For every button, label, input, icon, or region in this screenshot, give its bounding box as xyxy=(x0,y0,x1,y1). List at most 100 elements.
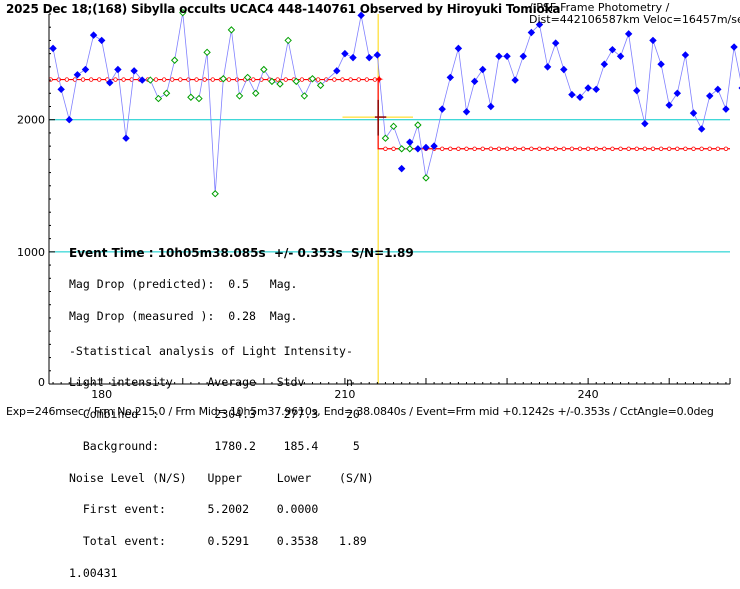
mag-drop-measured: Mag Drop (measured ): 0.28 Mag. xyxy=(69,308,298,323)
blue-data-point xyxy=(673,89,682,97)
blue-data-point xyxy=(406,138,414,146)
model-step-line xyxy=(49,78,730,150)
green-data-point xyxy=(162,89,171,97)
green-data-point xyxy=(316,81,325,90)
blue-data-point xyxy=(600,60,609,68)
model-marker xyxy=(299,77,305,82)
blue-data-point xyxy=(503,52,511,60)
noise-total-event: Total event: 0.5291 0.3538 1.89 xyxy=(69,534,367,549)
blue-data-point xyxy=(576,93,584,101)
model-marker xyxy=(439,146,445,151)
model-marker xyxy=(383,146,388,151)
green-data-point xyxy=(154,94,163,103)
model-marker xyxy=(324,77,329,82)
blue-data-point xyxy=(349,53,357,62)
blue-data-point xyxy=(114,65,122,74)
blue-data-point xyxy=(333,67,341,75)
model-marker xyxy=(283,77,288,82)
blue-data-point xyxy=(616,52,625,60)
green-data-point xyxy=(276,80,284,88)
blue-data-point xyxy=(665,101,673,109)
x-tick-label: 180 xyxy=(91,388,112,401)
model-marker xyxy=(577,146,583,151)
model-marker xyxy=(178,77,183,82)
blue-data-point xyxy=(657,60,665,68)
green-data-point xyxy=(260,65,268,74)
green-data-point xyxy=(235,92,244,100)
model-marker xyxy=(553,146,558,151)
model-marker xyxy=(480,146,485,151)
blue-data-point xyxy=(551,39,560,47)
subtitle-line-1: / PSF-Frame Photometry / xyxy=(529,1,670,14)
model-marker xyxy=(545,146,550,151)
model-marker xyxy=(153,77,159,82)
blue-data-point xyxy=(357,11,365,20)
model-marker xyxy=(275,77,280,82)
green-data-point xyxy=(195,94,203,103)
blue-data-point xyxy=(138,76,146,84)
green-data-point xyxy=(284,36,292,45)
model-marker xyxy=(121,77,126,82)
blue-data-point xyxy=(511,76,519,84)
blue-data-point xyxy=(106,79,114,87)
green-data-point xyxy=(243,73,252,82)
model-marker xyxy=(340,77,345,82)
blue-data-point xyxy=(57,85,65,94)
blue-data-point xyxy=(519,52,527,60)
model-marker xyxy=(594,146,599,151)
model-marker xyxy=(464,146,469,151)
green-data-point xyxy=(219,75,228,83)
blue-data-point xyxy=(365,53,373,62)
green-data-point xyxy=(406,145,414,153)
green-data-point xyxy=(381,134,390,142)
model-marker xyxy=(610,146,615,151)
stat-header: Light intensity Average Stdv n xyxy=(69,375,353,390)
subtitle-line-2: Dist=442106587km Veloc=16457m/sec xyxy=(529,13,740,26)
blue-data-point xyxy=(89,31,98,39)
model-marker xyxy=(602,146,607,151)
model-marker xyxy=(64,77,70,82)
blue-data-point xyxy=(722,105,730,113)
mag-drop-predicted: Mag Drop (predicted): 0.5 Mag. xyxy=(69,276,298,291)
blue-data-point xyxy=(73,71,82,79)
extra-value: 1.00431 xyxy=(69,566,118,580)
reference-lines xyxy=(49,14,730,384)
event-marker: ✦ xyxy=(342,73,414,136)
model-marker xyxy=(529,146,534,151)
green-data-point xyxy=(292,77,300,86)
model-marker xyxy=(618,146,623,151)
model-marker xyxy=(585,146,591,151)
model-marker xyxy=(251,77,256,82)
blue-data-point xyxy=(560,65,568,74)
model-marker xyxy=(666,146,672,151)
blue-data-point xyxy=(462,108,471,116)
blue-data-point xyxy=(446,73,455,82)
model-marker xyxy=(723,146,729,151)
model-marker xyxy=(315,77,321,82)
chart-subtitle: / PSF-Frame Photometry / Dist=442106587k… xyxy=(529,2,740,26)
light-curve-chart: ✦ 180 210 240 1000 2000 0 xyxy=(17,8,740,401)
blue-data-point xyxy=(527,28,536,37)
model-marker xyxy=(210,77,215,82)
data-series xyxy=(49,8,740,198)
blue-data-point xyxy=(584,84,592,92)
green-data-point xyxy=(389,122,398,131)
stat-title: -Statistical analysis of Light Intensity… xyxy=(69,343,353,358)
noise-header: Noise Level (N/S) Upper Lower (S/N) xyxy=(69,470,374,485)
blue-data-point xyxy=(714,85,722,94)
model-marker xyxy=(707,146,712,151)
y-tick-label: 2000 xyxy=(17,114,45,127)
model-marker xyxy=(391,146,396,151)
green-data-point xyxy=(308,75,317,83)
blue-data-point xyxy=(454,44,463,53)
model-marker xyxy=(113,77,118,82)
model-marker xyxy=(658,146,664,151)
model-marker xyxy=(226,77,232,82)
blue-data-point xyxy=(633,86,641,95)
blue-data-point xyxy=(49,44,57,53)
green-data-point xyxy=(187,93,195,101)
model-marker xyxy=(88,77,94,82)
y-tick-label: 0 xyxy=(38,376,45,389)
blue-data-point xyxy=(65,116,73,124)
blue-data-point xyxy=(373,51,382,59)
